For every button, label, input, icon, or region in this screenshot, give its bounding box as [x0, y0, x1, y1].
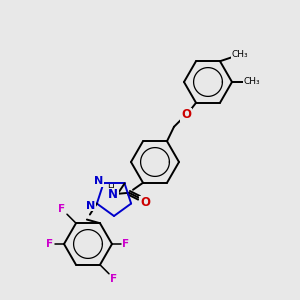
Text: N: N — [86, 201, 95, 211]
Text: F: F — [110, 274, 118, 284]
Text: CH₃: CH₃ — [232, 50, 248, 59]
Text: H: H — [108, 184, 114, 193]
Text: N: N — [94, 176, 103, 186]
Text: F: F — [46, 239, 54, 249]
Text: N: N — [108, 188, 118, 201]
Text: O: O — [140, 196, 150, 209]
Text: F: F — [58, 204, 66, 214]
Text: CH₃: CH₃ — [244, 77, 260, 86]
Text: O: O — [181, 108, 191, 121]
Text: F: F — [122, 239, 130, 249]
